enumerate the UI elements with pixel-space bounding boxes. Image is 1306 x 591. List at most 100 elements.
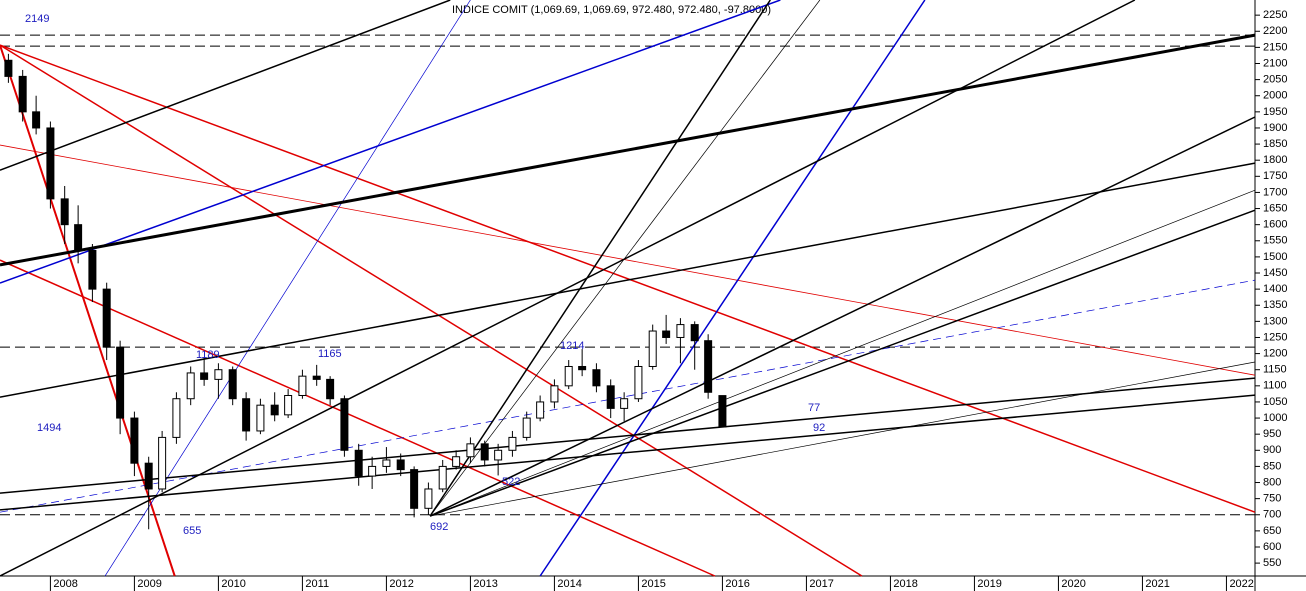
candle-body (172, 398, 181, 438)
x-tick-label: 2015 (641, 578, 665, 590)
candle-body (494, 449, 503, 461)
trend-line (429, 209, 1256, 517)
candle-body (466, 443, 475, 458)
y-tick-label: 950 (1263, 428, 1281, 440)
trend-line (0, 259, 716, 577)
x-tick-label: 2011 (305, 578, 329, 590)
y-tick-label: 1150 (1263, 364, 1287, 376)
candle-body (452, 456, 461, 467)
annotation: 2149 (25, 13, 49, 25)
candle-body (326, 378, 335, 400)
trend-line (429, 116, 1256, 517)
y-tick-label: 1450 (1263, 267, 1287, 279)
x-tick-label: 2010 (221, 578, 245, 590)
x-tick-label: 2017 (809, 578, 833, 590)
candle-body (256, 404, 265, 432)
y-tick-label: 1500 (1263, 251, 1287, 263)
candle-body (410, 469, 419, 509)
candle-body (116, 346, 125, 419)
candle-body (144, 462, 153, 490)
x-tick-label: 2019 (977, 578, 1001, 590)
candle-body (284, 394, 293, 416)
chart-title: INDICE COMIT (1,069.69, 1,069.69, 972.48… (452, 4, 771, 16)
y-tick-label: 700 (1263, 509, 1281, 521)
candle-body (718, 395, 727, 428)
trend-line (429, 0, 771, 517)
candle-body (88, 249, 97, 290)
candle-body (648, 330, 657, 367)
trend-line (0, 44, 1256, 513)
y-tick-label: 850 (1263, 460, 1281, 472)
y-tick-label: 1600 (1263, 219, 1287, 231)
trend-line (0, 162, 1256, 398)
candle-body (158, 436, 167, 490)
candle-body (340, 398, 349, 451)
candle-body (634, 365, 643, 400)
y-tick-label: 1000 (1263, 412, 1287, 424)
candle-body (270, 404, 279, 416)
candle-body (18, 75, 27, 113)
candle-body (690, 324, 699, 342)
y-tick-label: 1650 (1263, 202, 1287, 214)
trend-line (429, 0, 821, 517)
candle-body (620, 398, 629, 409)
annotation: 77 (808, 402, 820, 414)
annotation: 1214 (560, 340, 584, 352)
candle-body (102, 288, 111, 348)
y-tick-label: 1800 (1263, 154, 1287, 166)
x-tick-label: 2012 (389, 578, 413, 590)
y-tick-label: 600 (1263, 541, 1281, 553)
candle-body (130, 417, 139, 464)
candle-body (536, 401, 545, 419)
y-tick-label: 1850 (1263, 138, 1287, 150)
x-tick-label: 2014 (557, 578, 581, 590)
trend-line (0, 0, 451, 171)
x-tick-label: 2022 (1229, 578, 1253, 590)
y-tick-label: 1200 (1263, 347, 1287, 359)
y-tick-label: 1550 (1263, 235, 1287, 247)
candle-body (578, 365, 587, 371)
y-tick-label: 1350 (1263, 299, 1287, 311)
candle-body (214, 369, 223, 380)
candle-body (522, 417, 531, 438)
x-tick-label: 2021 (1145, 578, 1169, 590)
candle-body (676, 324, 685, 338)
candle-body (550, 385, 559, 403)
y-tick-label: 650 (1263, 525, 1281, 537)
candle-body (704, 340, 713, 393)
trend-line (0, 33, 1256, 267)
candle-body (438, 465, 447, 490)
y-tick-label: 1050 (1263, 396, 1287, 408)
candle-body (480, 443, 489, 461)
x-tick-label: 2013 (473, 578, 497, 590)
x-tick-label: 2020 (1061, 578, 1085, 590)
candle-body (368, 465, 377, 477)
candle-body (382, 459, 391, 467)
candle-body (200, 372, 209, 380)
candle-body (606, 385, 615, 409)
y-tick-label: 2250 (1263, 9, 1287, 21)
trend-line (429, 189, 1256, 517)
candle-body (228, 369, 237, 400)
y-tick-label: 1250 (1263, 331, 1287, 343)
annotation: 692 (430, 521, 448, 533)
candle-body (424, 488, 433, 509)
trend-line (0, 0, 781, 284)
y-tick-label: 750 (1263, 493, 1281, 505)
x-tick-label: 2016 (725, 578, 749, 590)
annotation: 522 (502, 476, 520, 488)
annotation: 1494 (37, 422, 61, 434)
candle-body (312, 375, 321, 380)
candle-body (354, 449, 363, 477)
trend-line (430, 361, 1256, 517)
y-tick-label: 550 (1263, 557, 1281, 569)
candle-body (60, 198, 69, 226)
candle-body (396, 459, 405, 471)
candle-body (298, 375, 307, 396)
trend-line (539, 0, 926, 577)
trend-line (0, 0, 1136, 577)
trend-line (0, 144, 1256, 376)
y-tick-label: 1900 (1263, 122, 1287, 134)
